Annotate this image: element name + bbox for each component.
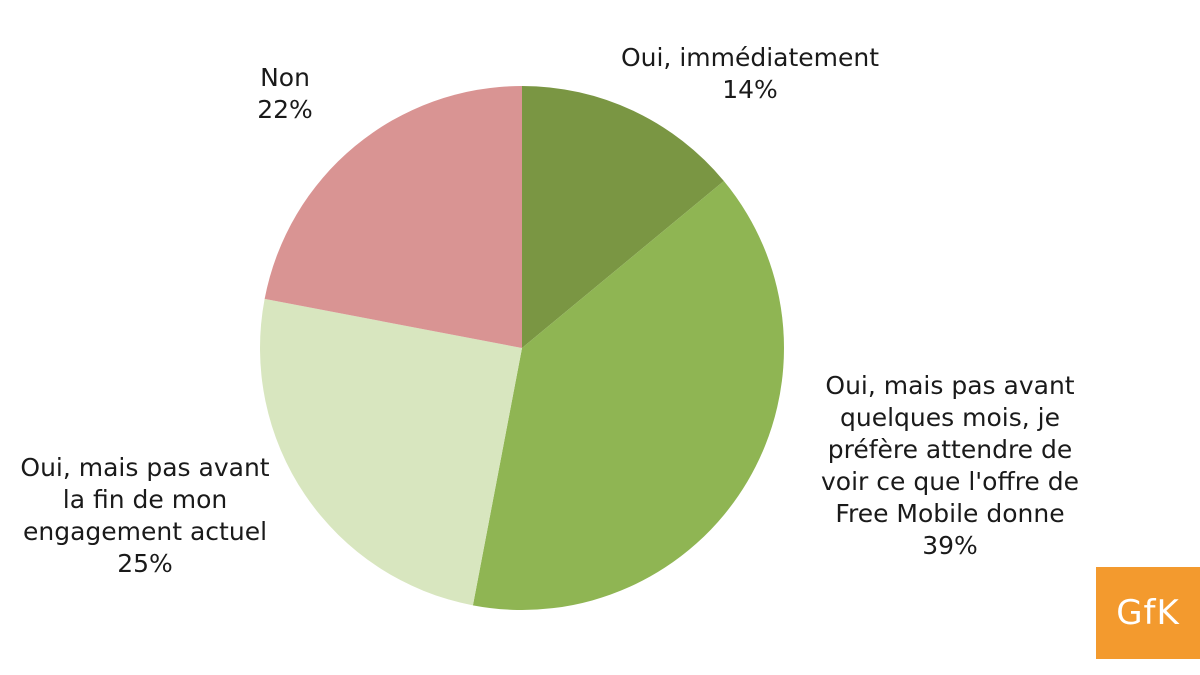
pie-slice-3 [264,85,522,348]
slice-label-non: Non 22% [257,63,313,124]
slice-label-oui-immediatement: Oui, immédiatement 14% [620,43,880,104]
pie-slice-2 [260,298,522,606]
gfk-logo: GfK [1096,567,1200,659]
pie-slice-0 [522,86,724,348]
pie-slice-1 [472,180,784,610]
slice-label-oui-quelques-mois: Oui, mais pas avant quelques mois, je pr… [820,371,1080,560]
slice-label-oui-fin-engagement: Oui, mais pas avant la fin de mon engage… [20,453,270,578]
